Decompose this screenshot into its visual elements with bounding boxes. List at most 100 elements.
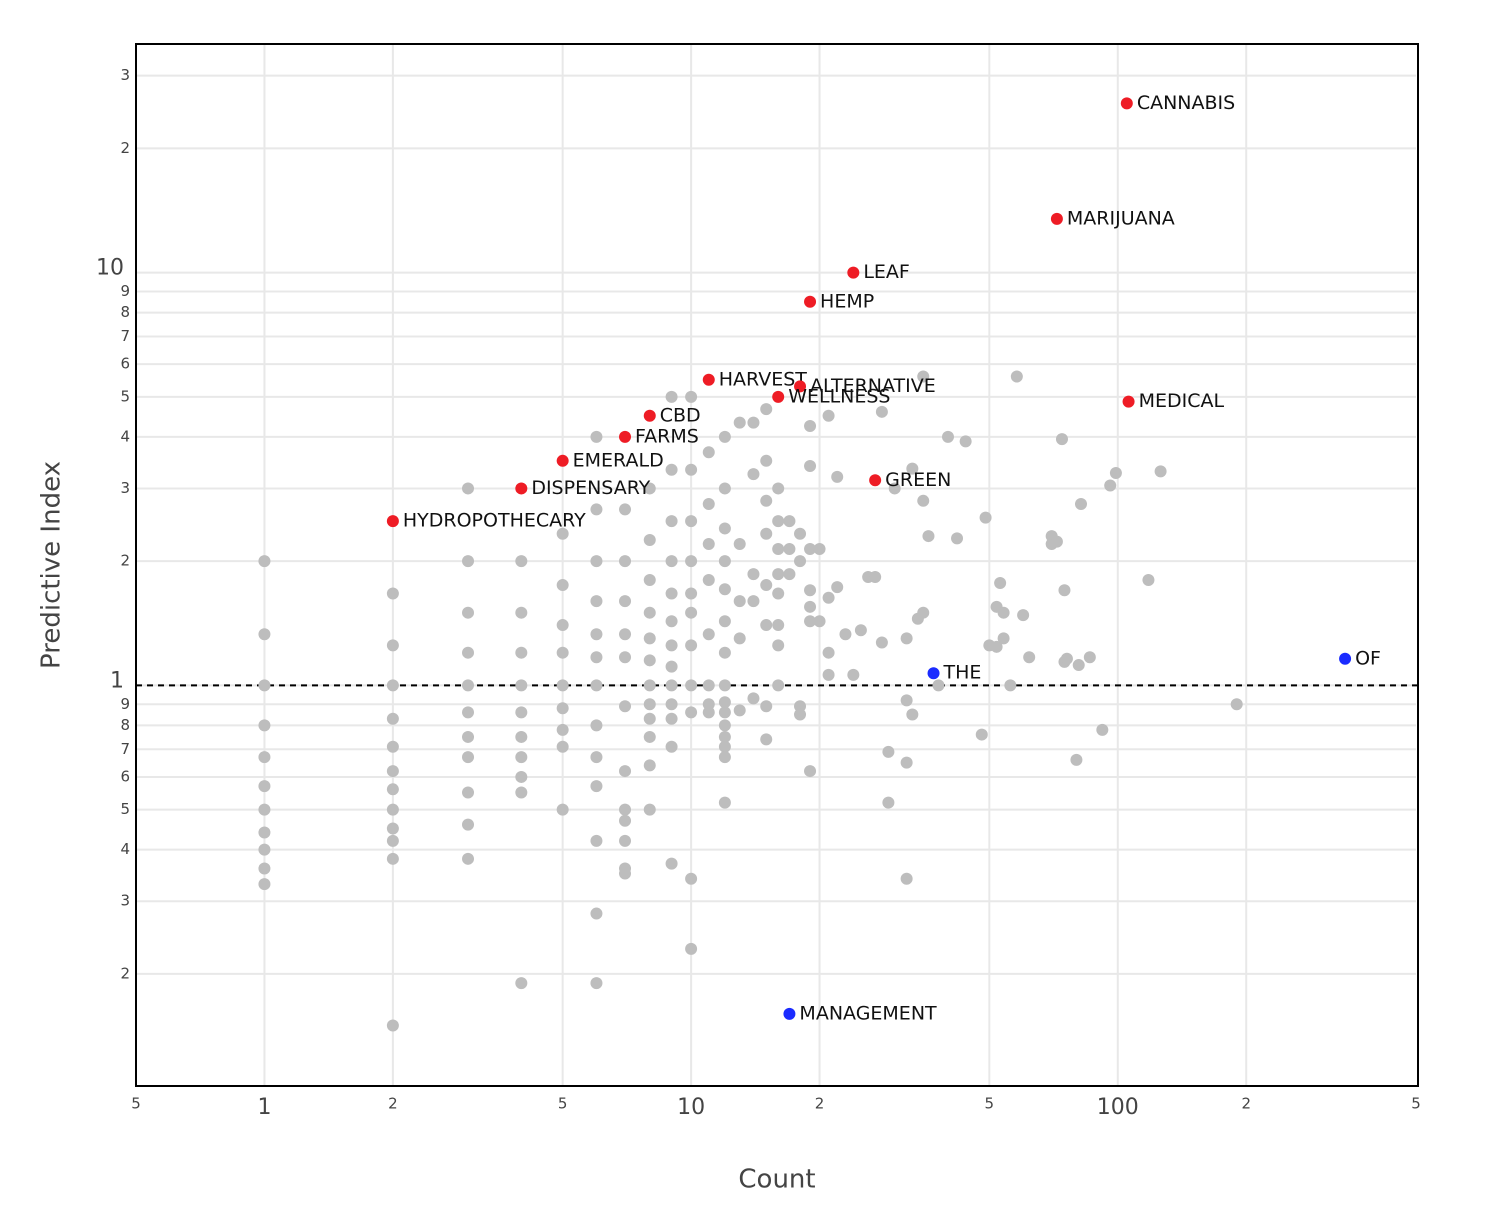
- point: [258, 628, 271, 641]
- x-tick-label: 5: [985, 1095, 995, 1113]
- point-label: CBD: [660, 404, 701, 426]
- point: [556, 527, 569, 540]
- point: [665, 679, 678, 692]
- point: [665, 698, 678, 711]
- point: [900, 756, 913, 769]
- point: [733, 538, 746, 551]
- point: [772, 542, 785, 555]
- point: [882, 745, 895, 758]
- x-tick-label: 5: [131, 1095, 141, 1113]
- point: [1142, 574, 1155, 587]
- point: [959, 435, 972, 448]
- point: [590, 430, 603, 443]
- point: [643, 574, 656, 587]
- point: [386, 679, 399, 692]
- point: [685, 942, 698, 955]
- point: [1075, 498, 1087, 511]
- point: [718, 583, 731, 596]
- point: [1230, 698, 1243, 711]
- point: [718, 730, 731, 743]
- point: [386, 515, 399, 528]
- point: [665, 555, 678, 568]
- point: [590, 555, 603, 568]
- point: [794, 555, 807, 568]
- point: [258, 843, 271, 856]
- point: [590, 651, 603, 664]
- point: [556, 702, 569, 715]
- point: [619, 834, 632, 847]
- x-tick-label: 5: [1411, 1095, 1421, 1113]
- point: [386, 852, 399, 865]
- point: [994, 577, 1007, 590]
- point: [1070, 753, 1083, 766]
- point: [462, 606, 475, 619]
- point: [718, 706, 731, 719]
- point: [462, 646, 475, 659]
- point: [733, 632, 746, 645]
- point: [665, 515, 678, 528]
- point: [685, 463, 698, 476]
- point: [590, 719, 603, 732]
- point: [875, 636, 888, 649]
- point-label: OF: [1355, 647, 1381, 669]
- point: [556, 740, 569, 753]
- point-label: DISPENSARY: [531, 477, 650, 499]
- point: [386, 1019, 399, 1032]
- point: [665, 740, 678, 753]
- point: [783, 568, 796, 581]
- point: [718, 522, 731, 535]
- point: [665, 390, 678, 403]
- point-label: HEMP: [820, 290, 874, 312]
- point: [556, 679, 569, 692]
- point-label: FARMS: [635, 425, 699, 447]
- point: [556, 646, 569, 659]
- point: [258, 862, 271, 875]
- point: [665, 587, 678, 600]
- point: [1050, 535, 1063, 548]
- point: [643, 632, 656, 645]
- point: [258, 751, 271, 764]
- point: [590, 977, 603, 990]
- point: [747, 568, 760, 581]
- point: [619, 555, 632, 568]
- point-label: ALTERNATIVE: [810, 375, 936, 397]
- point-label: LEAF: [863, 261, 910, 283]
- point-label: CANNABIS: [1137, 92, 1235, 114]
- point: [643, 534, 656, 547]
- point: [772, 515, 785, 528]
- point-label: MEDICAL: [1139, 390, 1225, 412]
- point: [747, 692, 760, 705]
- point: [1058, 584, 1071, 597]
- y-tick-label: 3: [120, 66, 130, 84]
- point: [556, 619, 569, 632]
- point: [1060, 652, 1073, 665]
- point: [619, 651, 632, 664]
- point: [927, 667, 940, 680]
- point: [1154, 465, 1167, 478]
- point: [941, 430, 954, 443]
- y-tick-label: 1: [110, 668, 124, 693]
- point: [462, 852, 475, 865]
- point: [917, 606, 930, 619]
- y-tick-label: 5: [120, 387, 130, 405]
- point: [702, 498, 715, 511]
- point: [1109, 466, 1122, 479]
- point: [386, 639, 399, 652]
- point: [804, 600, 817, 613]
- point: [386, 834, 399, 847]
- point: [619, 814, 632, 827]
- point: [643, 679, 656, 692]
- point: [665, 660, 678, 673]
- y-tick-label: 8: [120, 303, 130, 321]
- y-tick-label: 4: [120, 427, 130, 445]
- point: [685, 515, 698, 528]
- point: [783, 1007, 796, 1020]
- point: [1104, 479, 1117, 492]
- point: [794, 708, 807, 721]
- point: [619, 595, 632, 608]
- y-tick-label: 9: [120, 695, 130, 713]
- point: [718, 646, 731, 659]
- point: [990, 640, 1003, 653]
- point: [643, 606, 656, 619]
- point: [733, 704, 746, 717]
